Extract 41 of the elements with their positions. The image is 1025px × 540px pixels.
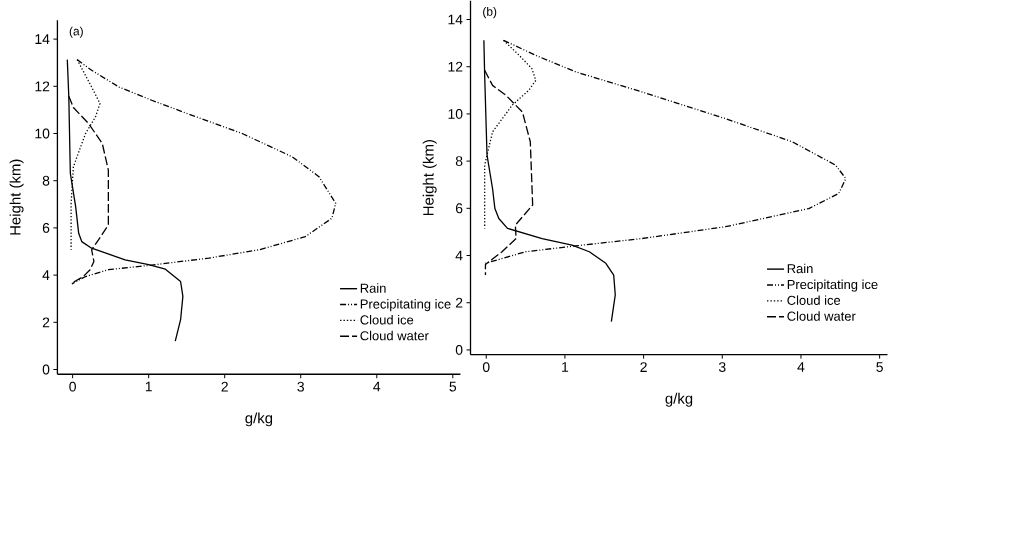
- x-tick-label: 5: [876, 362, 883, 372]
- x-tick-label: 2: [221, 381, 228, 392]
- y-tick-label: 4: [455, 250, 463, 261]
- legend-label: Cloud ice: [787, 295, 841, 305]
- legend-label: Precipitating ice: [360, 299, 451, 312]
- legend-label: Cloud ice: [360, 314, 414, 325]
- x-tick-label: 2: [640, 362, 647, 372]
- y-tick-label: 12: [448, 61, 463, 72]
- x-tick-label: 3: [297, 381, 304, 392]
- legend-label: Cloud water: [787, 311, 856, 321]
- x-axis-title: g/kg: [245, 412, 273, 427]
- legend-label: Precipitating ice: [787, 279, 878, 292]
- y-tick-label: 14: [448, 14, 463, 25]
- text: (b): [483, 6, 497, 19]
- x-tick-label: 0: [69, 381, 76, 392]
- y-tick-label: 2: [42, 317, 50, 328]
- legend-label: Cloud water: [360, 330, 429, 341]
- x-tick-label: 5: [449, 381, 457, 392]
- y-tick-label: 10: [35, 128, 50, 139]
- y-tick-label: 14: [35, 34, 50, 44]
- x-axis-title: g/kg: [665, 392, 693, 407]
- x-tick-label: 0: [482, 362, 490, 372]
- x-tick-label: 1: [562, 362, 569, 372]
- chart-title: (a): [69, 26, 83, 38]
- y-tick-label: 10: [448, 108, 463, 119]
- legend-label: Rain: [787, 263, 813, 274]
- y-axis-title: Height (km): [9, 159, 24, 235]
- y-tick-label: 6: [455, 203, 463, 214]
- x-tick-label: 3: [718, 362, 726, 372]
- y-tick-label: 4: [42, 270, 50, 280]
- legend-label: Rain: [360, 283, 386, 293]
- y-tick-label: 2: [455, 297, 463, 308]
- y-tick-label: 0: [455, 344, 463, 355]
- y-tick-label: 12: [35, 81, 50, 92]
- x-tick-label: 1: [145, 381, 152, 392]
- y-tick-label: 6: [42, 222, 50, 233]
- y-tick-label: 8: [455, 156, 463, 166]
- x-tick-label: 4: [373, 381, 381, 392]
- x-tick-label: 4: [797, 362, 805, 372]
- y-axis-title: Height (km): [422, 139, 437, 215]
- y-tick-label: 8: [42, 175, 50, 186]
